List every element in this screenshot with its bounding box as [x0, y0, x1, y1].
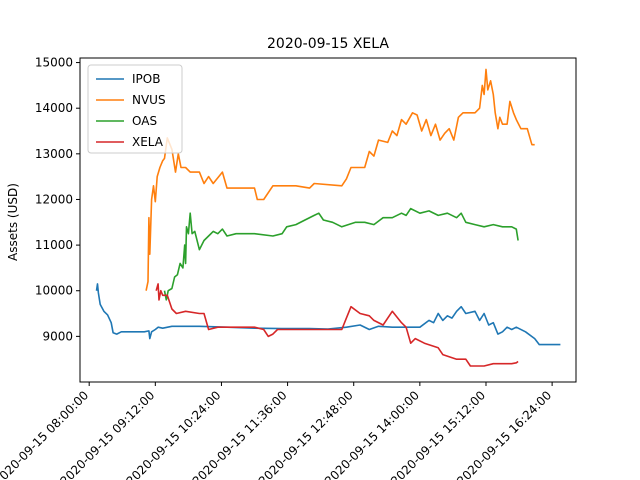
y-tick-label: 14000 [35, 101, 73, 115]
legend-label-xela: XELA [132, 135, 164, 149]
y-tick-label: 9000 [42, 329, 73, 343]
series-line-ipob [95, 283, 561, 346]
y-tick-label: 13000 [35, 147, 73, 161]
legend-label-nvus: NVUS [132, 93, 166, 107]
legend-box [87, 64, 183, 154]
y-tick-label: 15000 [35, 56, 73, 70]
y-axis-label: Assets (USD) [6, 183, 20, 261]
series-line-xela [155, 283, 519, 367]
series-line-nvus [145, 68, 535, 291]
series-line-oas [163, 207, 519, 301]
legend-label-oas: OAS [132, 114, 157, 128]
axes-frame [79, 57, 577, 383]
legend-label-ipob: IPOB [132, 72, 160, 86]
y-tick-label: 11000 [35, 238, 73, 252]
y-tick-label: 12000 [35, 192, 73, 206]
y-tick-label: 10000 [35, 284, 73, 298]
chart-title: 2020-09-15 XELA [267, 36, 389, 52]
legend: IPOB NVUS OAS XELA [87, 64, 183, 154]
